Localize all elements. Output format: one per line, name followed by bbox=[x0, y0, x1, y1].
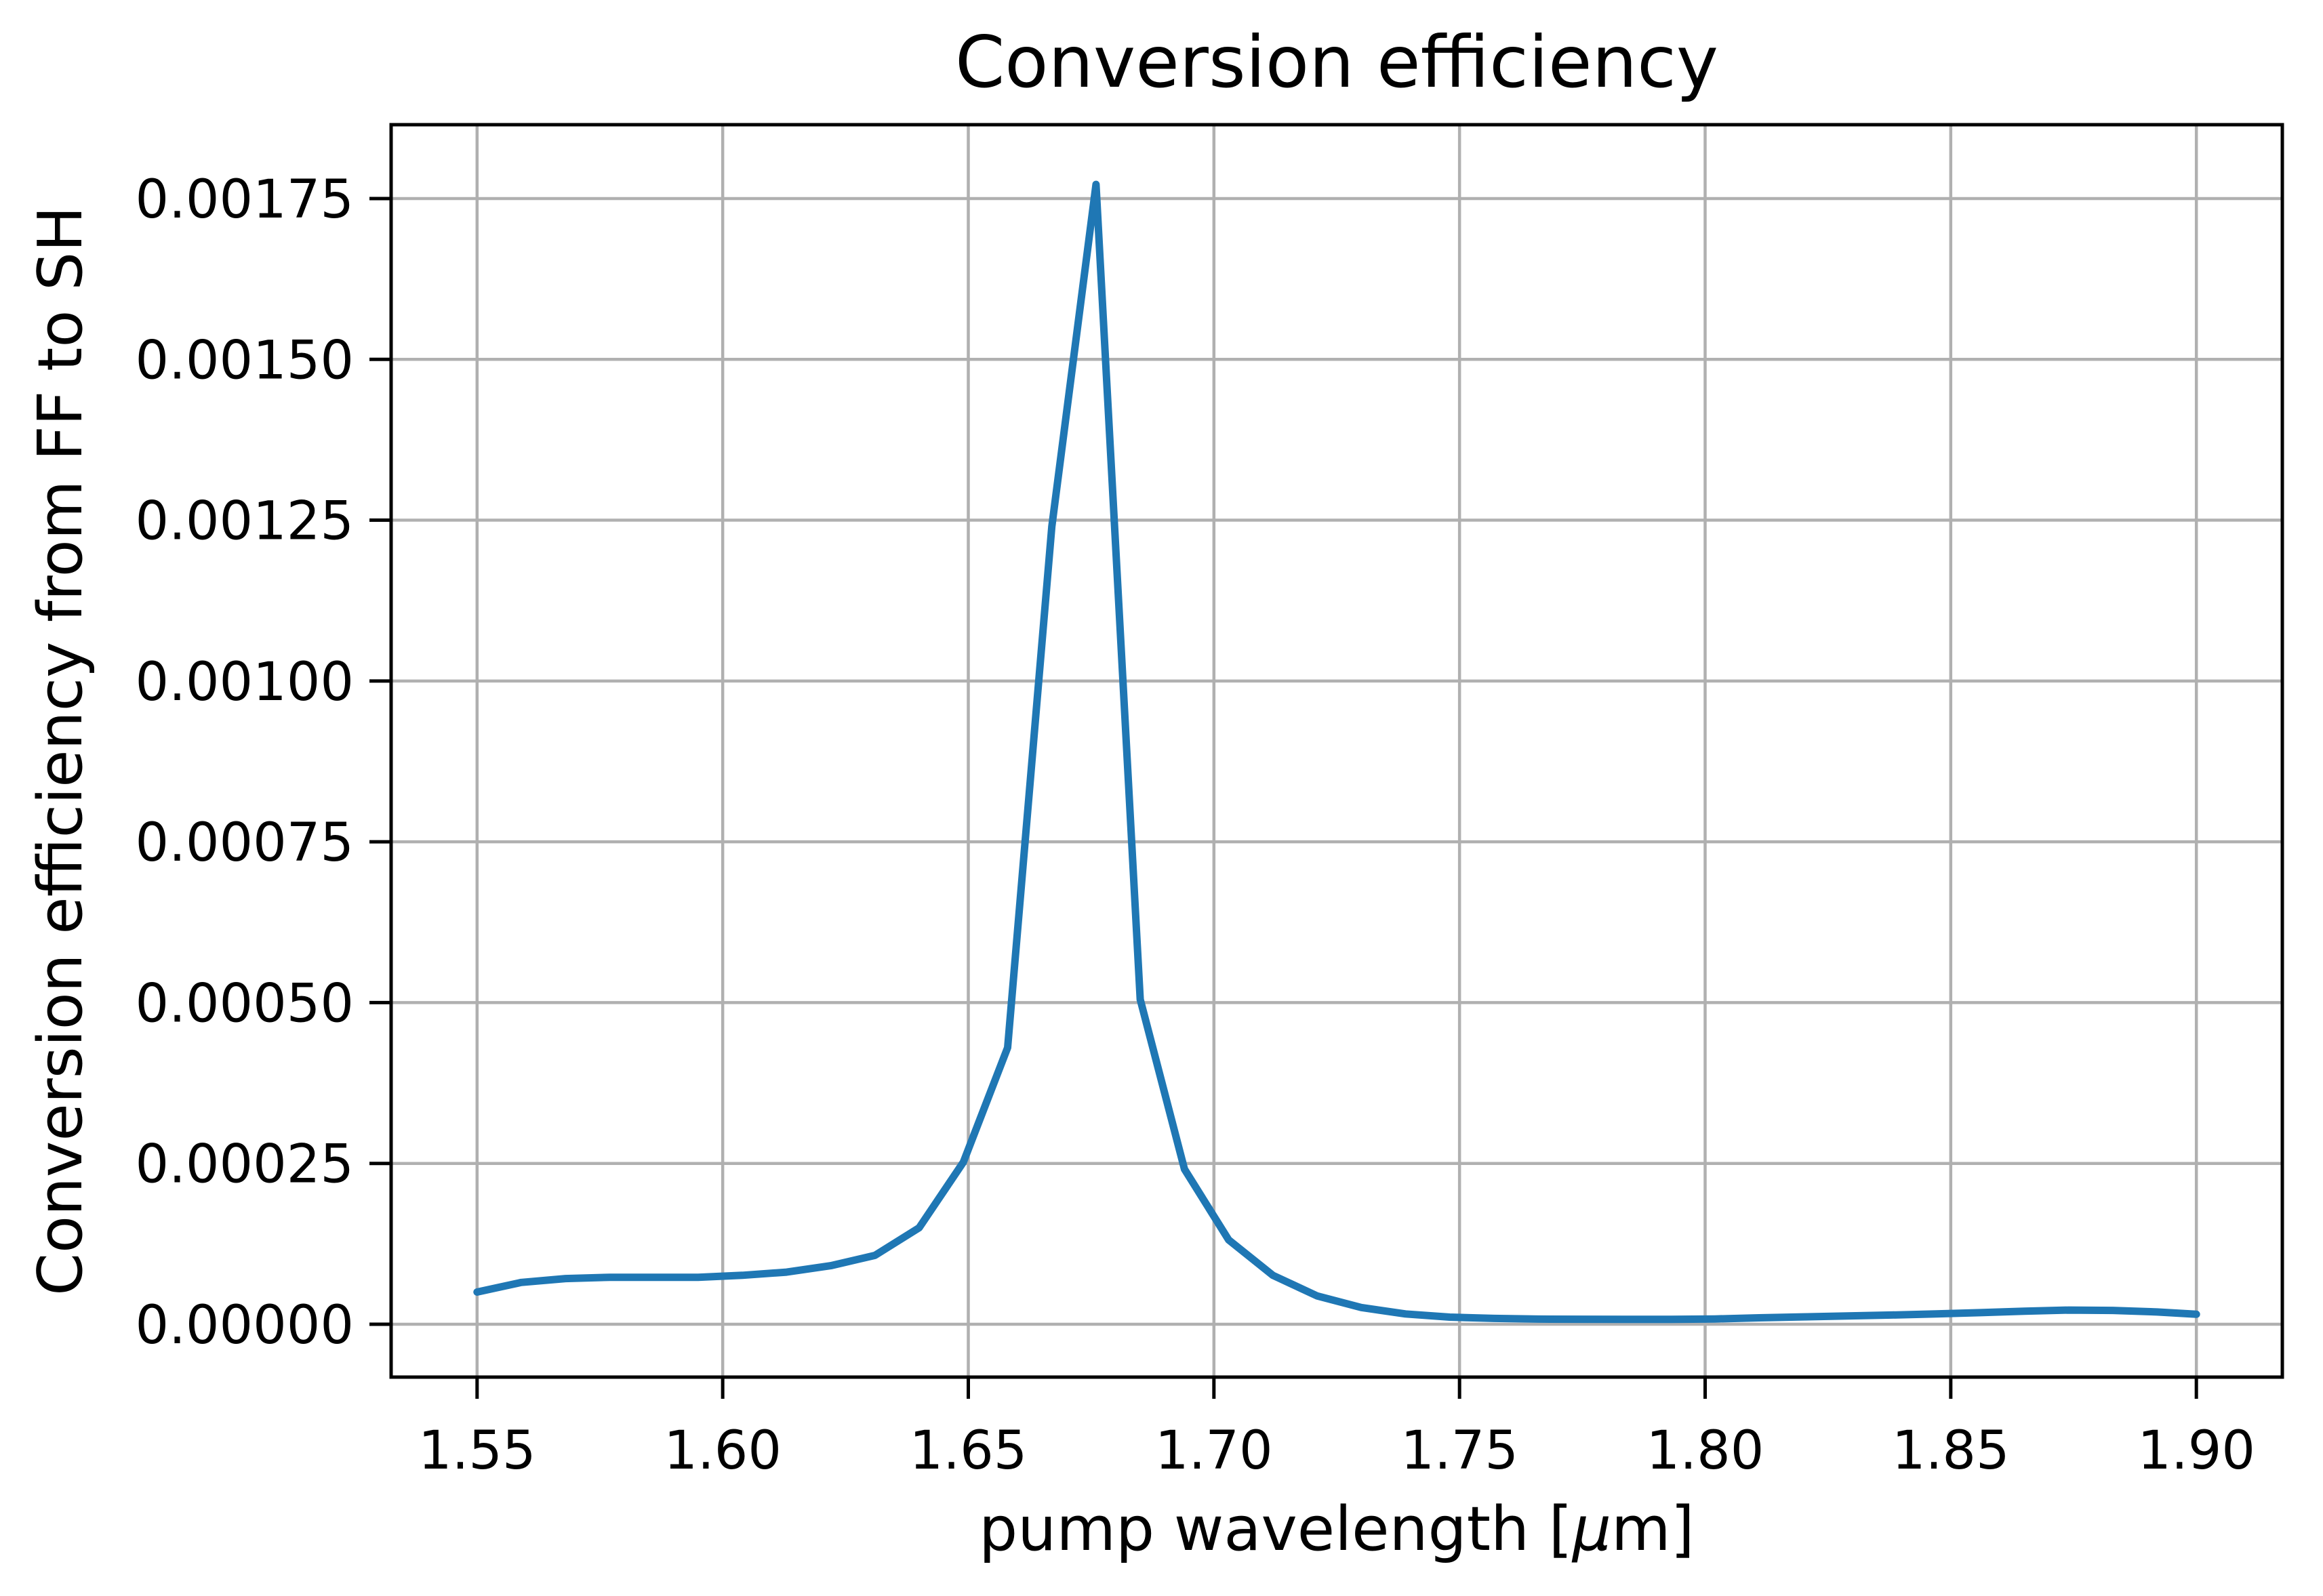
x-tick-label: 1.60 bbox=[664, 1420, 782, 1481]
y-tick-label: 0.00000 bbox=[135, 1295, 354, 1356]
x-tick-label: 1.85 bbox=[1892, 1420, 2010, 1481]
y-tick-label: 0.00125 bbox=[135, 491, 354, 552]
x-tick-label: 1.70 bbox=[1155, 1420, 1273, 1481]
y-tick-label: 0.00050 bbox=[135, 973, 354, 1034]
y-tick-label: 0.00100 bbox=[135, 652, 354, 713]
efficiency-line bbox=[473, 180, 2200, 1324]
x-axis-label: pump wavelength [μm] bbox=[979, 1494, 1695, 1565]
x-axis-ticks: 1.55 1.60 1.65 1.70 1.75 1.80 1.85 1.90 bbox=[418, 1377, 2255, 1481]
mu-symbol: μ bbox=[1571, 1494, 1611, 1565]
y-tick-label: 0.00075 bbox=[135, 813, 354, 874]
x-tick-label: 1.75 bbox=[1400, 1420, 1518, 1481]
chart-title: Conversion efficiency bbox=[955, 21, 1718, 104]
x-axis-label-suffix: m] bbox=[1611, 1494, 1695, 1565]
y-axis-ticks: 0.00000 0.00025 0.00050 0.00075 0.00100 0.001… bbox=[135, 169, 391, 1356]
y-tick-label: 0.00150 bbox=[135, 330, 354, 391]
data-line-layer bbox=[473, 180, 2200, 1324]
x-tick-label: 1.55 bbox=[418, 1420, 536, 1481]
y-tick-label: 0.00025 bbox=[135, 1134, 354, 1195]
plot-frame bbox=[389, 123, 2284, 1379]
x-tick-label: 1.80 bbox=[1647, 1420, 1764, 1481]
y-tick-label: 0.00175 bbox=[135, 169, 354, 230]
y-axis-label: Conversion efficiency from FF to SH bbox=[25, 206, 96, 1296]
x-tick-label: 1.65 bbox=[910, 1420, 1028, 1481]
x-axis-label-prefix: pump wavelength [ bbox=[979, 1494, 1573, 1565]
gridlines bbox=[391, 125, 2282, 1377]
x-tick-label: 1.90 bbox=[2137, 1420, 2255, 1481]
